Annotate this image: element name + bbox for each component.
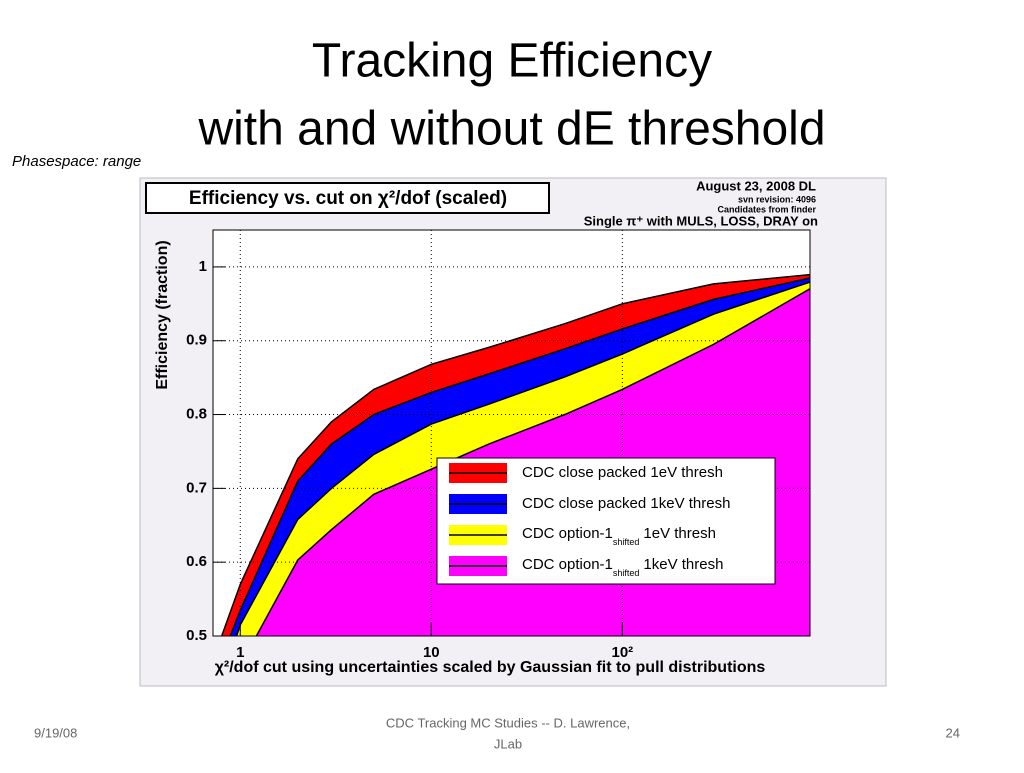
legend-label-part: CDC option-1: [522, 525, 613, 542]
legend-label-part: shifted: [613, 568, 640, 578]
legend-label-part: 1eV thresh: [643, 525, 716, 542]
y-axis-label: Efficiency (fraction): [154, 240, 171, 389]
legend-label-part: shifted: [613, 537, 640, 547]
legend-label-part: CDC option-1: [522, 556, 613, 573]
subtitle: Phasespace: range: [12, 153, 141, 170]
annotation: Single π⁺ with MULS, LOSS, DRAY on: [584, 213, 818, 228]
area-outline: [229, 277, 810, 636]
legend: CDC close packed 1eV thresh CDC close pac…: [449, 463, 730, 578]
legend-label: CDC close packed 1eV thresh: [522, 464, 723, 481]
annotation: August 23, 2008 DL: [696, 178, 816, 193]
chart-title: Efficiency vs. cut on χ²/dof (scaled): [189, 188, 507, 209]
y-tick-label: 1: [199, 258, 207, 275]
x-tick-label: 1: [236, 644, 244, 661]
area-outline: [235, 281, 810, 636]
slide-title: Tracking Efficiency: [312, 35, 712, 88]
annotation: svn revision: 4096: [738, 194, 816, 204]
x-axis-label: χ²/dof cut using uncertainties scaled by…: [215, 659, 766, 676]
area-outline: [255, 287, 810, 636]
y-tick-label: 0.8: [186, 406, 207, 423]
x-tick-label: 10²: [611, 644, 633, 661]
y-tick-label: 0.5: [186, 627, 207, 644]
legend-label-part: 1keV thresh: [643, 556, 723, 573]
legend-label: CDC close packed 1keV thresh: [522, 495, 730, 512]
page-number: 24: [946, 725, 960, 740]
slide-title: with and without dE threshold: [197, 103, 825, 156]
y-tick-label: 0.9: [186, 332, 207, 349]
title-box: [145, 182, 550, 214]
annotation: Candidates from finder: [717, 204, 816, 214]
area-outline: [220, 273, 810, 636]
legend-label: CDC option-1shifted1eV thresh: [522, 525, 716, 547]
legend-label: CDC option-1shifted1keV thresh: [522, 556, 723, 578]
y-tick-label: 0.7: [186, 479, 207, 496]
footer-center: JLab: [494, 736, 522, 751]
plot-border: [212, 229, 811, 637]
y-tick-label: 0.6: [186, 553, 207, 570]
footer-center: CDC Tracking MC Studies -- D. Lawrence,: [386, 715, 630, 730]
footer-date: 9/19/08: [34, 725, 77, 740]
x-tick-label: 10: [423, 644, 440, 661]
